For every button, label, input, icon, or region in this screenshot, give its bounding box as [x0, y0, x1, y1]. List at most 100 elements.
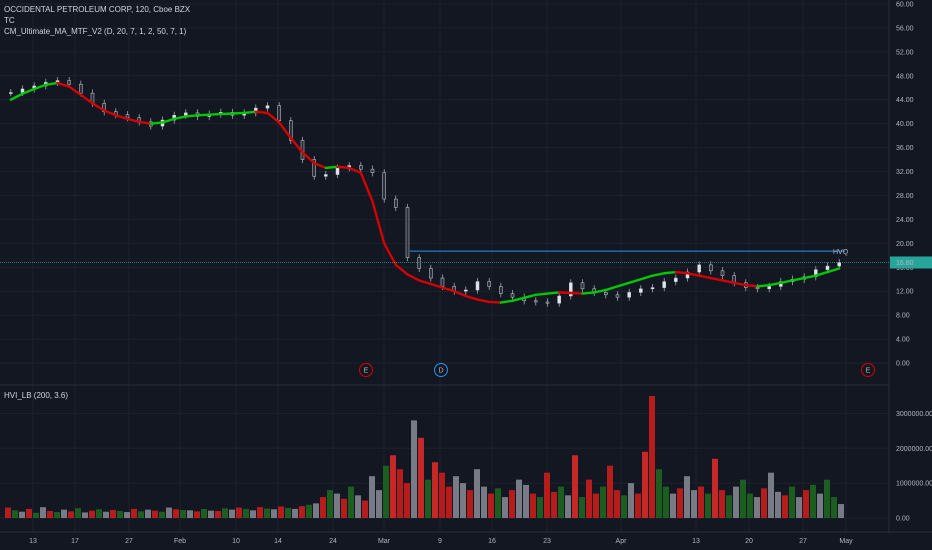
ma-segment [137, 120, 153, 125]
ma-segment [114, 114, 129, 121]
ma-segment [709, 276, 724, 282]
ma-segment [242, 110, 258, 115]
volume-bar [376, 490, 382, 518]
time-tick-label: 17 [71, 538, 79, 545]
volume-bar [411, 420, 417, 518]
symbol-title[interactable]: OCCIDENTAL PETROLEUM CORP, 120, Cboe BZX [4, 5, 191, 14]
ma-segment [266, 111, 281, 124]
event-marker-label: E [364, 368, 369, 375]
volume-bar [817, 493, 823, 518]
ma-segment [231, 111, 246, 115]
candle-body [534, 300, 538, 303]
volume-bar [292, 508, 298, 518]
ma-segment [732, 281, 748, 287]
volume-bar [341, 498, 347, 518]
volume-bar [838, 504, 844, 518]
ma-segment [336, 165, 351, 170]
volume-bar [523, 484, 529, 518]
volume-bar [579, 497, 585, 518]
volume-bar [194, 511, 200, 518]
candle-body [650, 287, 655, 290]
candle-body [767, 286, 771, 290]
volume-bar [383, 465, 389, 518]
volume-bar [831, 497, 837, 518]
volume-bar [446, 486, 452, 518]
time-tick-label: 13 [29, 538, 37, 545]
tc-label[interactable]: TC [4, 16, 15, 25]
volume-bar [173, 509, 179, 518]
volume-bar [768, 472, 774, 518]
candle-body [569, 282, 573, 297]
ma-segment [534, 292, 549, 296]
volume-bar [264, 508, 270, 518]
volume-bar [460, 483, 466, 518]
volume-axis[interactable]: 3000000.00 2000000.00 1000000.00 0.00 [896, 411, 932, 523]
volume-bar [754, 497, 760, 518]
ma-segment [686, 272, 701, 277]
ma-segment [592, 288, 608, 294]
volume-bar [467, 490, 473, 518]
candle-body [382, 172, 386, 200]
volume-bar [397, 469, 403, 518]
volume-bar [5, 507, 11, 518]
candle-body [662, 281, 666, 288]
time-axis[interactable]: 13 17 27 Feb 10 14 24 Mar 9 16 23 Apr 13 20 27 May [29, 538, 853, 545]
ma-segment [56, 81, 71, 88]
volume-bar [488, 493, 494, 518]
ma-segment [277, 121, 293, 140]
time-tick-label: 9 [438, 538, 442, 545]
ma-segment [289, 136, 304, 154]
candle-body [510, 293, 515, 298]
volume-bar [733, 486, 739, 518]
hvi-indicator-label[interactable]: HVI_LB (200, 3.6) [4, 391, 69, 400]
volume-bar [334, 493, 340, 518]
volume-bar [12, 510, 18, 518]
ma-indicator-label[interactable]: CM_Ultimate_MA_MTF_V2 (D, 20, 7, 1, 2, 5… [4, 27, 187, 36]
ma-segment [802, 274, 818, 280]
volume-bar [26, 508, 32, 518]
ma-segment [476, 298, 491, 304]
volume-bar [600, 486, 606, 518]
volume-bar [642, 451, 648, 518]
volume-bar [257, 507, 263, 518]
ma-segment [639, 274, 654, 281]
volume-bar [404, 483, 410, 518]
ma-segment [359, 171, 374, 203]
volume-bar [271, 509, 277, 518]
ma-segment [254, 110, 269, 115]
ma-segment [581, 291, 596, 295]
volume-bar [82, 512, 88, 518]
volume-bar [47, 511, 53, 518]
volume-bar [586, 479, 592, 518]
price-levels: HVQ 16.80 [0, 249, 932, 269]
event-marker-circle [434, 363, 448, 377]
ma-segment [779, 279, 794, 285]
volume-bar [530, 493, 536, 518]
volume-bar [796, 497, 802, 518]
ma-segment [44, 81, 59, 86]
volume-bar [152, 510, 158, 518]
volume-bar [432, 462, 438, 518]
price-tick-label: 56.00 [896, 25, 914, 32]
event-marker-label: D [438, 368, 443, 375]
volume-bar [747, 493, 753, 518]
ma-segment [91, 102, 106, 112]
volume-bar [348, 486, 354, 518]
volume-bar [229, 509, 235, 518]
candle-body [825, 265, 830, 270]
volume-bar [61, 509, 67, 518]
ma-segment [79, 93, 94, 105]
volume-bar [96, 509, 102, 518]
volume-bar [117, 511, 123, 518]
volume-bar [278, 506, 284, 518]
time-tick-label: 14 [274, 538, 282, 545]
volume-bar [19, 511, 25, 518]
ma-segment [826, 267, 841, 274]
last-price-label: 16.80 [896, 260, 914, 267]
price-tick-label: 28.00 [896, 193, 914, 200]
candle-body [720, 270, 725, 276]
volume-bar [145, 509, 151, 518]
candle-body [125, 114, 130, 118]
